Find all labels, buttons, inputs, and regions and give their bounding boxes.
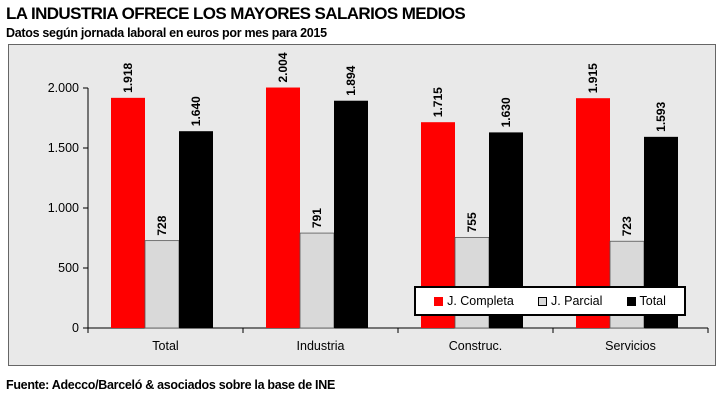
bar-data-label: 2.004 [276, 52, 290, 82]
bar-data-label: 728 [155, 215, 169, 235]
legend-label-total: Total [639, 294, 666, 308]
x-tick-label: Industria [297, 339, 345, 353]
bar [299, 232, 335, 329]
legend-item-completa: J. Completa [434, 294, 514, 308]
y-tick-label: 1.000 [48, 201, 79, 215]
bar [144, 240, 180, 329]
y-tick-label: 0 [72, 321, 79, 335]
source-note: Fuente: Adecco/Barceló & asociados sobre… [6, 378, 335, 392]
x-tick-label: Construc. [449, 339, 503, 353]
bar-data-label: 1.640 [189, 96, 203, 126]
bar-data-label: 791 [310, 208, 324, 228]
bar-data-label: 723 [620, 216, 634, 236]
y-tick-label: 500 [58, 261, 79, 275]
bar-data-label: 1.894 [344, 65, 358, 95]
legend-item-parcial: J. Parcial [537, 294, 603, 308]
y-tick-label: 1.500 [48, 141, 79, 155]
y-tick-label: 2.000 [48, 81, 79, 95]
bar-data-label: 1.593 [654, 101, 668, 131]
bar-data-label: 1.630 [499, 97, 513, 127]
bar-data-label: 755 [465, 212, 479, 232]
legend-label-completa: J. Completa [447, 294, 514, 308]
legend-swatch-completa [434, 296, 444, 306]
bar [334, 100, 368, 328]
legend-item-total: Total [626, 294, 666, 308]
x-tick-label: Total [152, 339, 178, 353]
chart-subtitle: Datos según jornada laboral en euros por… [6, 26, 327, 40]
bar-data-label: 1.915 [586, 63, 600, 93]
bar [266, 87, 300, 328]
bar-chart: 0 500 1.000 1.500 2.000 1.918 728 1.640 Total 2.0… [48, 52, 709, 353]
chart-title: LA INDUSTRIA OFRECE LOS MAYORES SALARIOS… [6, 4, 466, 23]
x-tick-label: Servicios [605, 339, 656, 353]
bar [179, 131, 213, 328]
bar [111, 97, 145, 328]
bar-data-label: 1.715 [431, 87, 445, 117]
chart-legend: J. Completa J. Parcial Total [414, 286, 686, 316]
legend-swatch-parcial [537, 296, 547, 306]
legend-swatch-total [626, 296, 636, 306]
legend-label-parcial: J. Parcial [550, 294, 603, 308]
bar-data-label: 1.918 [121, 62, 135, 92]
